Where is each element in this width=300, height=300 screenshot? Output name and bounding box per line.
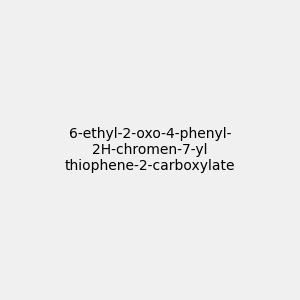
Text: 6-ethyl-2-oxo-4-phenyl-
2H-chromen-7-yl
thiophene-2-carboxylate: 6-ethyl-2-oxo-4-phenyl- 2H-chromen-7-yl … bbox=[65, 127, 235, 173]
